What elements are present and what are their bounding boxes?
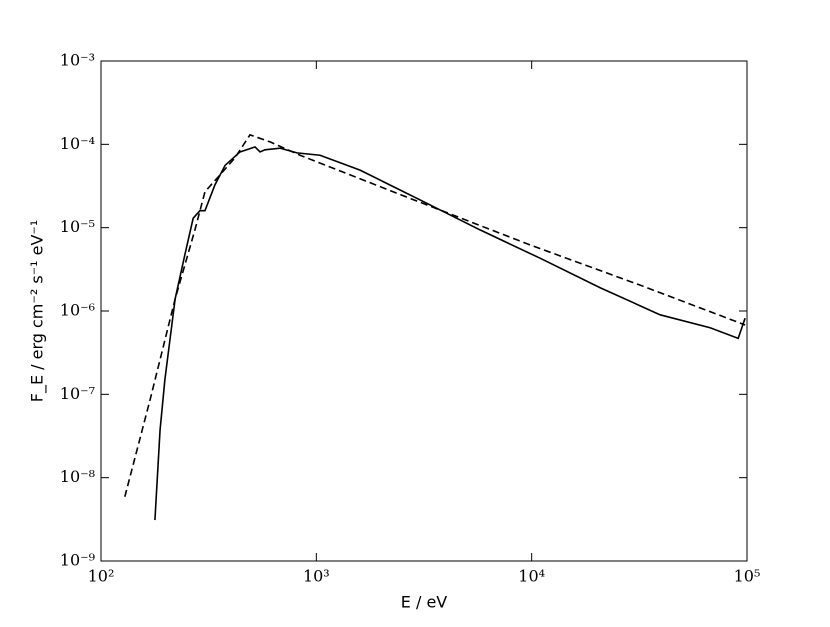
y-tick-label: 10⁻⁹ — [60, 551, 96, 570]
y-tick-label: 10⁻⁵ — [60, 217, 95, 236]
y-tick-label: 10⁻³ — [60, 51, 95, 70]
x-axis-label: E / eV — [401, 593, 448, 612]
y-tick-label: 10⁻⁶ — [60, 301, 95, 320]
x-tick-label: 10³ — [303, 567, 330, 586]
data-line — [124, 133, 746, 497]
y-tick-label: 10⁻⁸ — [60, 467, 95, 486]
y-tick-label: 10⁻⁷ — [60, 384, 95, 403]
y-axis-label: F_E / erg cm⁻² s⁻¹ eV⁻¹ — [28, 220, 48, 403]
y-tick-label: 10⁻⁴ — [60, 134, 95, 153]
x-tick-label: 10⁵ — [734, 567, 761, 586]
data-line — [154, 146, 746, 521]
x-tick-label: 10² — [88, 567, 115, 586]
x-tick-label: 10⁴ — [518, 567, 545, 586]
